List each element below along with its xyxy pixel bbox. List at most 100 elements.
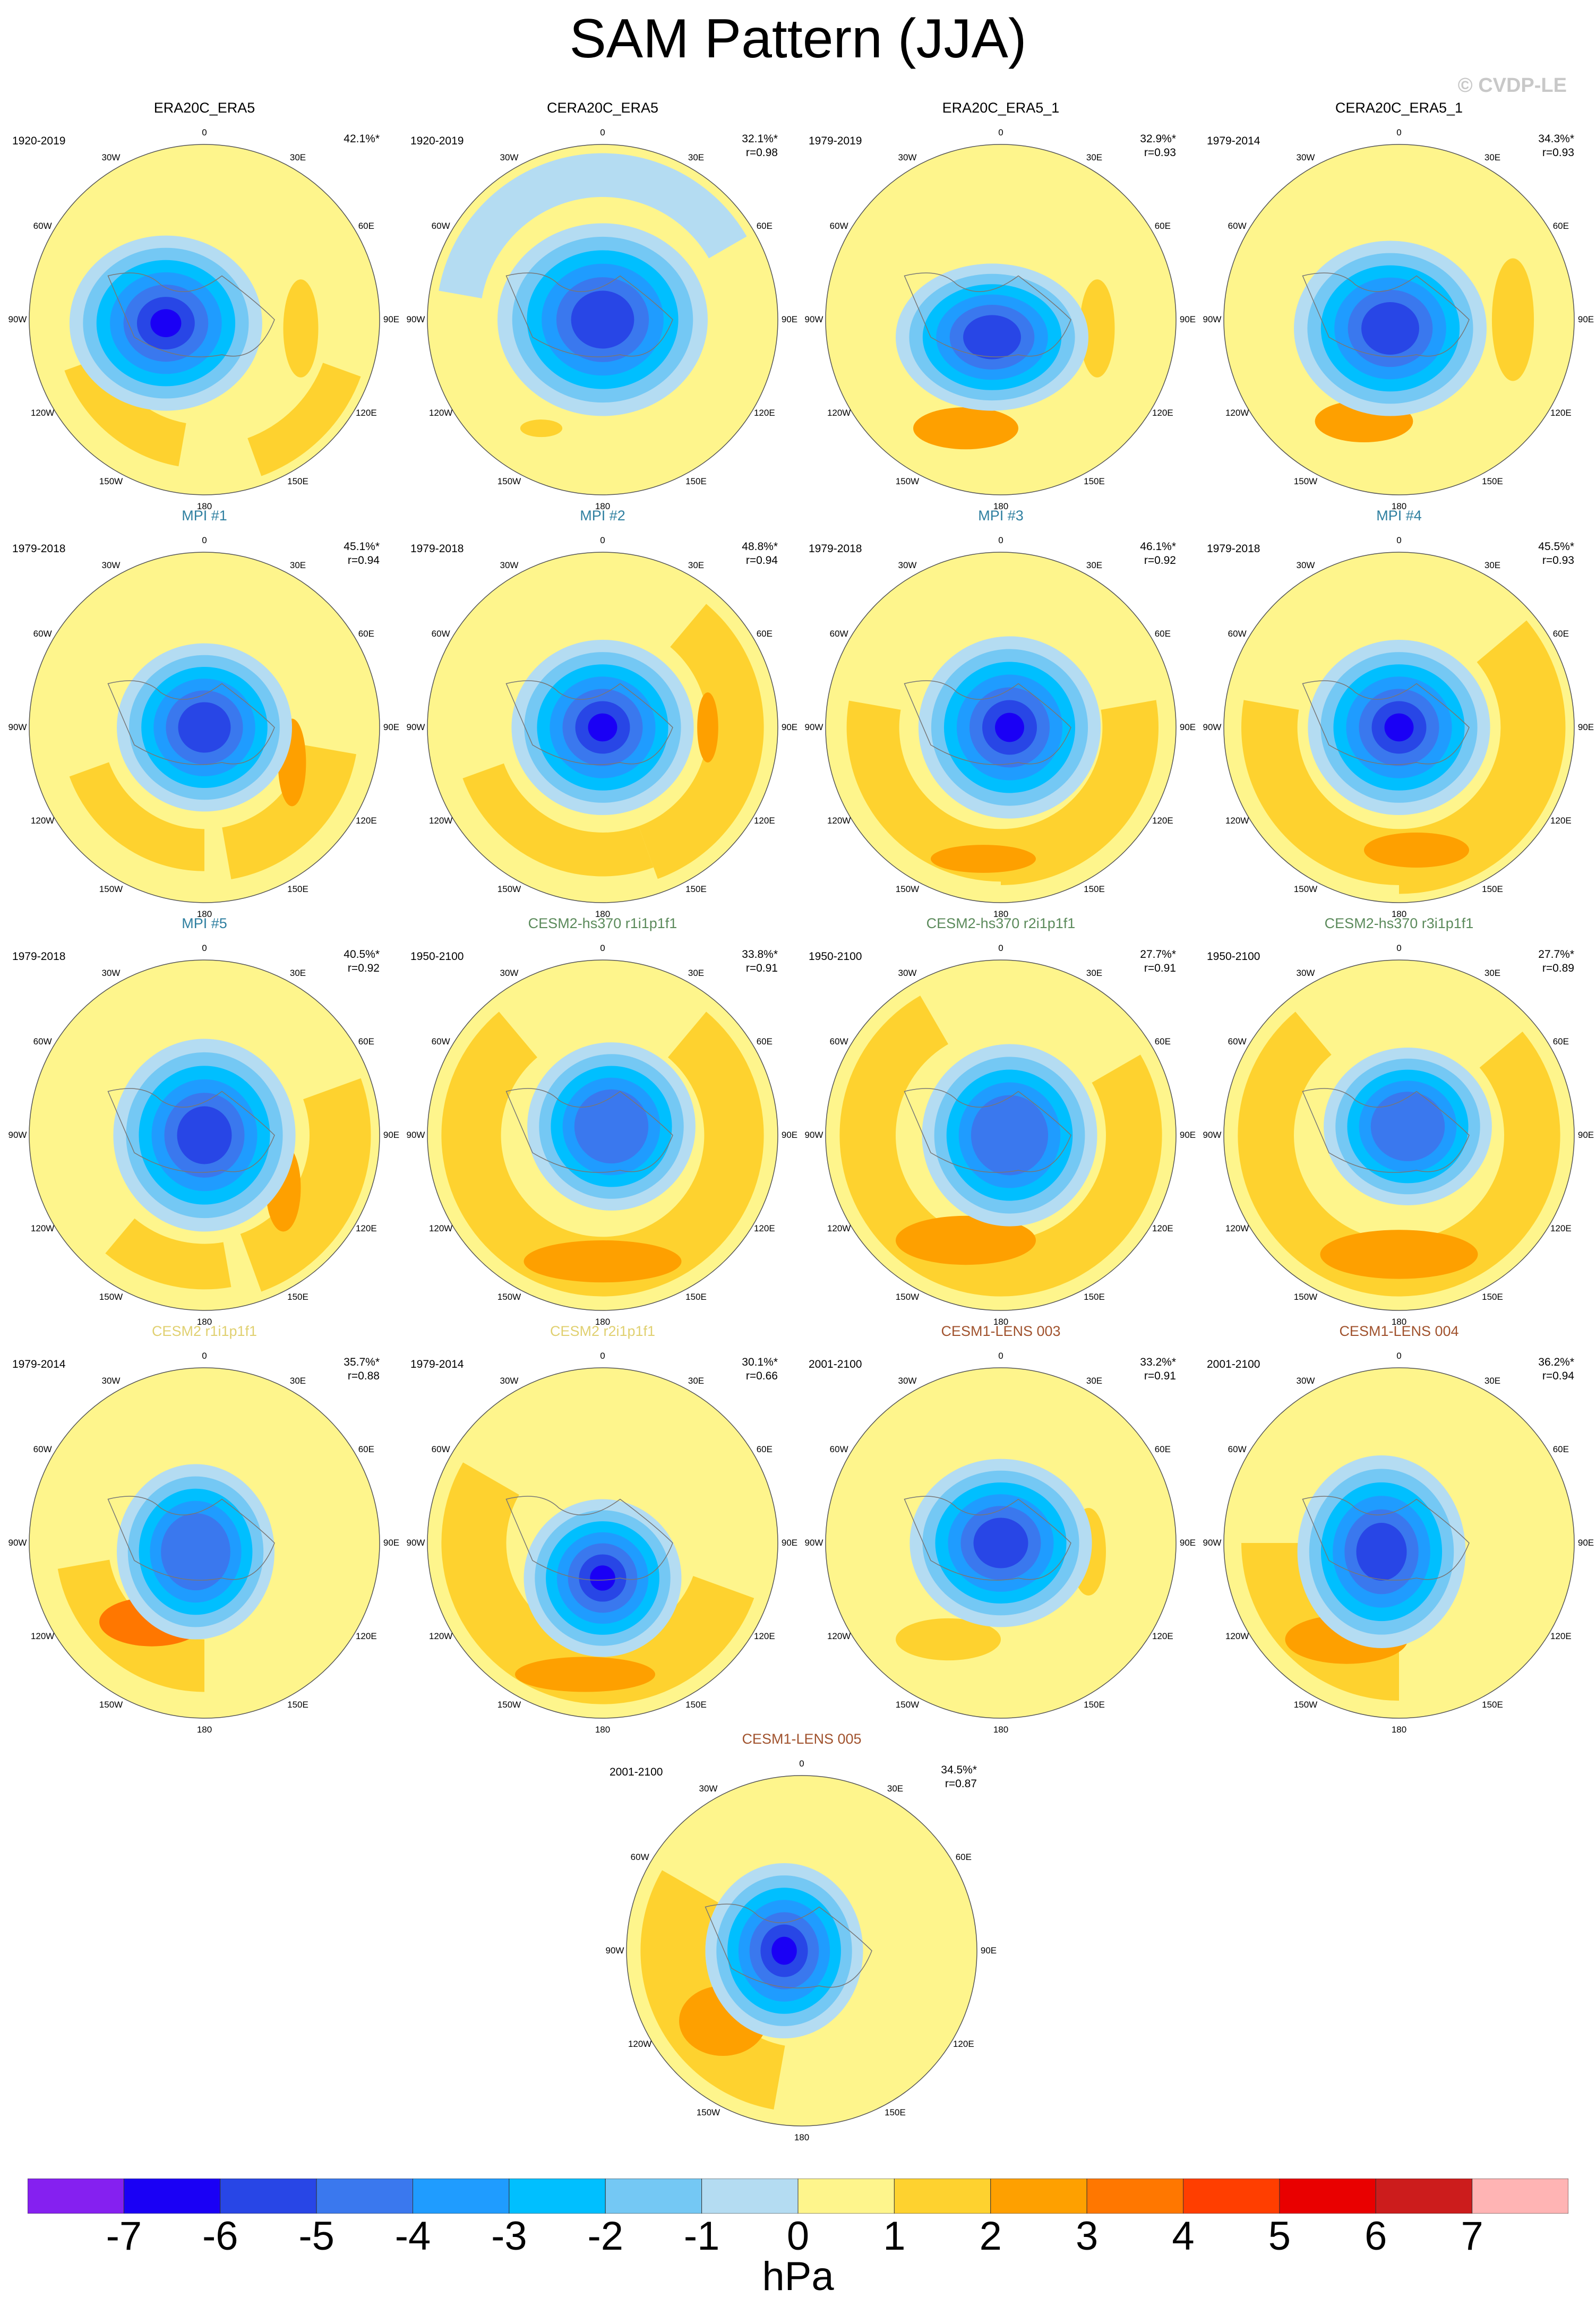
- longitude-label: 90W: [1203, 722, 1222, 732]
- panel-title: ERA20C_ERA5_1: [942, 100, 1060, 116]
- longitude-label: 90W: [406, 1538, 425, 1548]
- pattern-correlation: r=0.94: [1542, 1370, 1574, 1382]
- longitude-label: 60W: [431, 1444, 450, 1454]
- longitude-label: 90W: [406, 314, 425, 324]
- period-label: 2001-2100: [809, 1358, 862, 1370]
- longitude-label: 150W: [99, 476, 123, 486]
- longitude-label: 0: [202, 127, 207, 138]
- longitude-label: 0: [1396, 535, 1402, 545]
- variance-explained: 34.3%*: [1538, 133, 1574, 145]
- colorbar-swatch: [990, 2179, 1087, 2214]
- longitude-label: 60W: [33, 1444, 52, 1454]
- panel-title: MPI #2: [580, 508, 625, 524]
- colorbar-tick-label: -6: [202, 2214, 238, 2259]
- polar-map: [825, 959, 1177, 1311]
- longitude-label: 150W: [99, 1291, 123, 1302]
- pattern-correlation: r=0.93: [1542, 147, 1574, 159]
- longitude-label: 180: [993, 1725, 1009, 1735]
- variance-explained: 33.2%*: [1140, 1356, 1176, 1368]
- longitude-label: 180: [1391, 501, 1407, 511]
- map-panel: MPI #1 0 30E 60E 90E 120E 150E 180 150W 120W 90W 60…: [8, 508, 401, 924]
- period-label: 1979-2018: [12, 950, 66, 963]
- longitude-label: 60E: [1154, 1444, 1171, 1454]
- polar-map: [427, 959, 778, 1311]
- longitude-label: 30E: [289, 560, 306, 571]
- period-label: 1979-2019: [809, 135, 862, 147]
- panel-title: CESM2-hs370 r3i1p1f1: [1324, 915, 1474, 931]
- longitude-label: 0: [202, 1351, 207, 1361]
- longitude-label: 150E: [885, 2107, 906, 2117]
- variance-explained: 32.9%*: [1140, 133, 1176, 145]
- polar-map: [427, 1367, 778, 1719]
- longitude-label: 90W: [8, 1538, 27, 1548]
- period-label: 1920-2019: [410, 135, 464, 147]
- period-label: 1950-2100: [410, 950, 464, 963]
- longitude-label: 90E: [383, 1130, 400, 1140]
- colorbar-tick-label: -1: [683, 2214, 720, 2259]
- longitude-label: 30W: [101, 560, 121, 571]
- period-label: 1979-2014: [410, 1358, 464, 1370]
- polar-map: [1223, 1367, 1575, 1719]
- panel-title: ERA20C_ERA5: [153, 100, 255, 116]
- longitude-label: 150W: [895, 1291, 920, 1302]
- longitude-label: 0: [998, 535, 1003, 545]
- polar-map: [29, 552, 380, 903]
- colorbar-swatch: [509, 2179, 606, 2214]
- longitude-label: 90W: [1203, 1130, 1222, 1140]
- longitude-label: 60E: [358, 1444, 374, 1454]
- watermark: © CVDP-LE: [1457, 74, 1567, 97]
- longitude-label: 60W: [431, 221, 450, 231]
- longitude-label: 60W: [431, 629, 450, 639]
- longitude-label: 90W: [804, 1538, 823, 1548]
- map-panel: CESM2 r1i1p1f1 0 30E 60E 90E 120E 150E 180 150W 1…: [8, 1323, 401, 1739]
- panel-title: CESM2 r2i1p1f1: [550, 1323, 656, 1339]
- period-label: 1920-2019: [12, 135, 66, 147]
- map-panel: MPI #5 0 30E 60E 90E 120E 150E 180 150W 120W 90W 60…: [8, 915, 401, 1332]
- longitude-label: 90W: [8, 722, 27, 732]
- longitude-label: 90E: [781, 314, 798, 324]
- variance-explained: 33.8%*: [742, 948, 778, 961]
- colorbar-tick-label: 5: [1268, 2214, 1291, 2259]
- longitude-label: 60E: [1154, 629, 1171, 639]
- longitude-label: 120W: [30, 408, 55, 418]
- period-label: 1979-2018: [1207, 543, 1260, 555]
- pattern-correlation: r=0.91: [1144, 962, 1176, 974]
- variance-explained: 34.5%*: [941, 1764, 977, 1776]
- longitude-label: 150W: [1293, 1291, 1318, 1302]
- colorbar-tick-label: -3: [491, 2214, 527, 2259]
- longitude-label: 60E: [358, 221, 374, 231]
- longitude-label: 60W: [33, 1036, 52, 1047]
- longitude-label: 30W: [500, 152, 519, 163]
- longitude-label: 120E: [753, 1223, 775, 1233]
- longitude-label: 180: [993, 501, 1009, 511]
- longitude-label: 120W: [1225, 408, 1249, 418]
- longitude-label: 30W: [500, 560, 519, 571]
- longitude-label: 180: [196, 1725, 212, 1735]
- pattern-correlation: r=0.92: [1144, 554, 1176, 567]
- longitude-label: 30W: [1296, 968, 1315, 979]
- longitude-label: 150W: [99, 884, 123, 894]
- longitude-label: 60W: [630, 1852, 649, 1862]
- longitude-label: 150E: [1482, 884, 1503, 894]
- longitude-label: 60E: [756, 1444, 773, 1454]
- longitude-label: 90E: [1577, 1130, 1594, 1140]
- longitude-label: 30W: [1296, 152, 1315, 163]
- longitude-label: 150E: [287, 884, 308, 894]
- longitude-label: 60W: [829, 221, 848, 231]
- longitude-label: 30E: [688, 1376, 705, 1386]
- longitude-label: 90E: [980, 1945, 997, 1956]
- variance-explained: 35.7%*: [344, 1356, 380, 1368]
- longitude-label: 90E: [781, 722, 798, 732]
- variance-explained: 40.5%*: [344, 948, 380, 961]
- longitude-label: 90W: [406, 722, 425, 732]
- longitude-label: 60W: [33, 221, 52, 231]
- longitude-label: 150E: [1084, 1291, 1105, 1302]
- pattern-correlation: r=0.91: [745, 962, 778, 974]
- map-panel: CERA20C_ERA5_1 0 30E 60E 90E 120E 150E 180 150W 1…: [1203, 100, 1595, 516]
- colorbar: [28, 2179, 1568, 2214]
- variance-explained: 42.1%*: [344, 133, 380, 145]
- figure-title: SAM Pattern (JJA): [569, 8, 1027, 70]
- longitude-label: 30E: [688, 560, 705, 571]
- colorbar-swatch: [1472, 2179, 1568, 2214]
- longitude-label: 30W: [500, 1376, 519, 1386]
